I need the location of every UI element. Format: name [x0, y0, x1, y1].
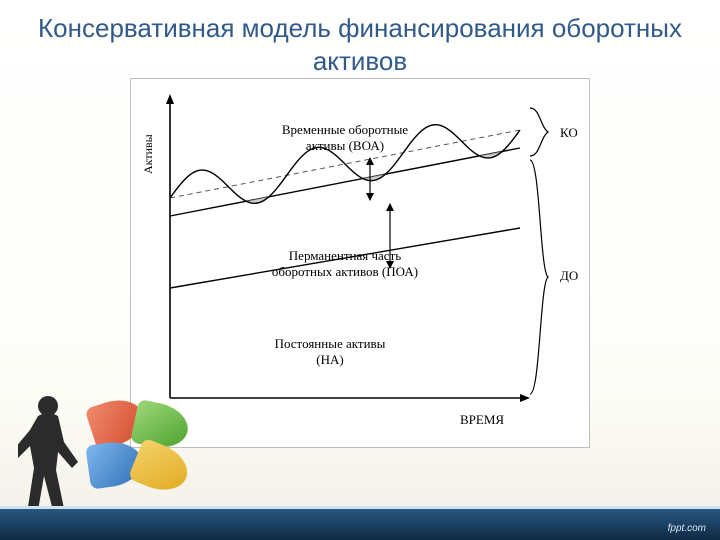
petal-yellow-icon: [128, 437, 195, 498]
svg-text:ВРЕМЯ: ВРЕМЯ: [460, 412, 504, 427]
svg-text:Перманентная часть: Перманентная часть: [289, 248, 401, 263]
svg-text:ДО: ДО: [560, 268, 578, 283]
svg-text:Постоянные активы: Постоянные активы: [275, 336, 386, 351]
figure-container: Активы ВРЕМЯ Временные оборотныеактивы (ВО…: [130, 78, 590, 448]
slide-title: Консервативная модель финансирования обо…: [0, 12, 720, 77]
svg-text:Временные оборотные: Временные оборотные: [282, 122, 408, 137]
svg-text:оборотных активов (ПОА): оборотных активов (ПОА): [272, 264, 418, 279]
windows-logo-decor: [78, 390, 198, 510]
svg-text:активы (ВОА): активы (ВОА): [306, 138, 384, 153]
footer-branding: fppt.com: [668, 523, 706, 534]
svg-text:(НА): (НА): [316, 352, 343, 367]
slide-root: { "title": "Консервативная модель финанс…: [0, 0, 720, 540]
svg-text:КО: КО: [560, 125, 578, 140]
footer-bar: fppt.com: [0, 506, 720, 540]
financing-diagram: Активы ВРЕМЯ Временные оборотныеактивы (ВО…: [130, 78, 590, 448]
svg-text:Активы: Активы: [141, 134, 155, 174]
